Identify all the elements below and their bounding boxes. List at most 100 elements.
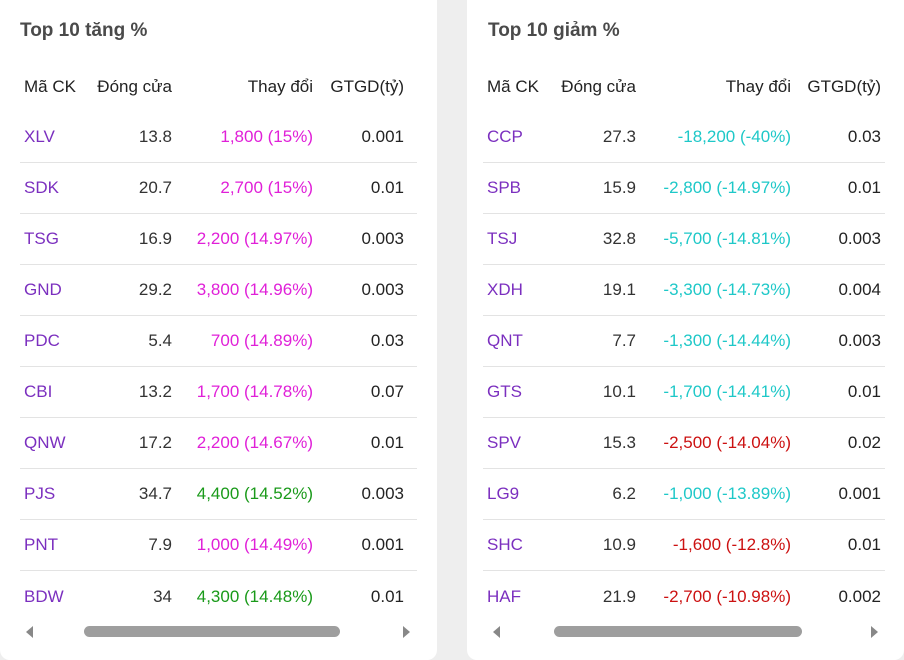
table-row[interactable]: SDK 20.7 2,700 (15%) 0.01 (20, 163, 417, 214)
price-change: -5,700 (-14.81%) (663, 229, 791, 248)
table-body: CCP 27.3 -18,200 (-40%) 0.03 SPB 15.9 -2,800 (… (483, 112, 885, 622)
top-losers-panel: Top 10 giảm % Mã CK Đóng cửa Thay đổi GT… (467, 0, 904, 660)
close-price: 17.2 (138, 433, 172, 452)
symbol-link[interactable]: TSG (24, 229, 59, 248)
price-change: 1,700 (14.78%) (196, 382, 313, 401)
table-header: Mã CK Đóng cửa Thay đổi GTGD(tỷ) (20, 62, 417, 112)
table-row[interactable]: TSJ 32.8 -5,700 (-14.81%) 0.003 (483, 214, 885, 265)
symbol-link[interactable]: TSJ (487, 229, 518, 248)
symbol-link[interactable]: HAF (487, 586, 521, 606)
header-change[interactable]: Thay đổi (247, 77, 313, 96)
trade-value: 0.002 (838, 586, 881, 606)
table-row[interactable]: PJS 34.7 4,400 (14.52%) 0.003 (20, 469, 417, 520)
scroll-left-arrow-icon[interactable] (26, 626, 33, 638)
price-change: -1,600 (-12.8%) (672, 535, 791, 554)
close-price: 15.9 (602, 178, 636, 197)
scroll-right-arrow-icon[interactable] (403, 626, 410, 638)
table-row[interactable]: CBI 13.2 1,700 (14.78%) 0.07 (20, 367, 417, 418)
trade-value: 0.01 (370, 586, 404, 606)
close-price: 10.9 (602, 535, 636, 554)
price-change: 4,400 (14.52%) (196, 484, 313, 503)
symbol-link[interactable]: SHC (487, 535, 523, 554)
price-change: -1,700 (-14.41%) (663, 382, 791, 401)
table-row[interactable]: CCP 27.3 -18,200 (-40%) 0.03 (483, 112, 885, 163)
losers-table: Mã CK Đóng cửa Thay đổi GTGD(tỷ) CCP 27.3… (483, 62, 885, 622)
trade-value: 0.004 (838, 280, 881, 299)
close-price: 7.9 (148, 535, 172, 554)
horizontal-scrollbar[interactable] (487, 622, 884, 642)
panel-title: Top 10 giảm % (488, 20, 620, 41)
close-price: 7.7 (612, 331, 636, 350)
symbol-link[interactable]: XDH (487, 280, 523, 299)
table-row[interactable]: GND 29.2 3,800 (14.96%) 0.003 (20, 265, 417, 316)
table-row[interactable]: XLV 13.8 1,800 (15%) 0.001 (20, 112, 417, 163)
price-change: -2,800 (-14.97%) (663, 178, 791, 197)
symbol-link[interactable]: QNW (24, 433, 66, 452)
header-change[interactable]: Thay đổi (725, 77, 791, 96)
symbol-link[interactable]: GND (24, 280, 62, 299)
table-row[interactable]: GTS 10.1 -1,700 (-14.41%) 0.01 (483, 367, 885, 418)
header-symbol[interactable]: Mã CK (487, 77, 539, 96)
top-gainers-panel: Top 10 tăng % Mã CK Đóng cửa Thay đổi GT… (0, 0, 437, 660)
table-row[interactable]: PDC 5.4 700 (14.89%) 0.03 (20, 316, 417, 367)
symbol-link[interactable]: QNT (487, 331, 523, 350)
symbol-link[interactable]: PNT (24, 535, 58, 554)
close-price: 29.2 (138, 280, 172, 299)
close-price: 13.8 (138, 127, 172, 146)
scrollbar-thumb[interactable] (554, 626, 802, 637)
table-row[interactable]: PNT 7.9 1,000 (14.49%) 0.001 (20, 520, 417, 571)
table-row[interactable]: SHC 10.9 -1,600 (-12.8%) 0.01 (483, 520, 885, 571)
table-row[interactable]: XDH 19.1 -3,300 (-14.73%) 0.004 (483, 265, 885, 316)
trade-value: 0.003 (838, 229, 881, 248)
price-change: -3,300 (-14.73%) (663, 280, 791, 299)
header-close[interactable]: Đóng cửa (561, 77, 636, 96)
scroll-right-arrow-icon[interactable] (871, 626, 878, 638)
trade-value: 0.003 (838, 331, 881, 350)
trade-value: 0.001 (361, 535, 404, 554)
price-change: -18,200 (-40%) (677, 127, 791, 146)
close-price: 10.1 (602, 382, 636, 401)
table-row[interactable]: LG9 6.2 -1,000 (-13.89%) 0.001 (483, 469, 885, 520)
header-symbol[interactable]: Mã CK (24, 77, 76, 96)
scroll-left-arrow-icon[interactable] (493, 626, 500, 638)
price-change: -1,000 (-13.89%) (663, 484, 791, 503)
trade-value: 0.03 (847, 127, 881, 146)
table-row[interactable]: TSG 16.9 2,200 (14.97%) 0.003 (20, 214, 417, 265)
symbol-link[interactable]: LG9 (487, 484, 520, 503)
header-value[interactable]: GTGD(tỷ) (330, 77, 404, 96)
trade-value: 0.03 (370, 331, 404, 350)
symbol-link[interactable]: GTS (487, 382, 522, 401)
trade-value: 0.01 (847, 535, 881, 554)
close-price: 20.7 (138, 178, 172, 197)
table-row[interactable]: SPV 15.3 -2,500 (-14.04%) 0.02 (483, 418, 885, 469)
trade-value: 0.01 (847, 178, 881, 197)
close-price: 15.3 (602, 433, 636, 452)
header-close[interactable]: Đóng cửa (97, 77, 172, 96)
header-value[interactable]: GTGD(tỷ) (807, 77, 881, 96)
symbol-link[interactable]: PDC (24, 331, 60, 350)
table-row[interactable]: BDW 34 4,300 (14.48%) 0.01 (20, 571, 417, 622)
table-row[interactable]: QNT 7.7 -1,300 (-14.44%) 0.003 (483, 316, 885, 367)
symbol-link[interactable]: SPB (487, 178, 522, 197)
trade-value: 0.001 (361, 127, 404, 146)
symbol-link[interactable]: CCP (487, 127, 523, 146)
symbol-link[interactable]: XLV (24, 127, 55, 146)
scrollbar-thumb[interactable] (84, 626, 340, 637)
symbol-link[interactable]: CBI (24, 382, 53, 401)
symbol-link[interactable]: BDW (24, 586, 64, 606)
table-row[interactable]: HAF 21.9 -2,700 (-10.98%) 0.002 (483, 571, 885, 622)
trade-value: 0.02 (847, 433, 881, 452)
table-body: XLV 13.8 1,800 (15%) 0.001 SDK 20.7 2,700 (15%… (20, 112, 417, 622)
close-price: 19.1 (602, 280, 636, 299)
price-change: 1,000 (14.49%) (196, 535, 313, 554)
symbol-link[interactable]: PJS (24, 484, 56, 503)
table-row[interactable]: QNW 17.2 2,200 (14.67%) 0.01 (20, 418, 417, 469)
table-row[interactable]: SPB 15.9 -2,800 (-14.97%) 0.01 (483, 163, 885, 214)
trade-value: 0.01 (847, 382, 881, 401)
close-price: 32.8 (602, 229, 636, 248)
close-price: 21.9 (602, 586, 636, 606)
symbol-link[interactable]: SPV (487, 433, 522, 452)
price-change: 700 (14.89%) (210, 331, 313, 350)
horizontal-scrollbar[interactable] (20, 622, 416, 642)
symbol-link[interactable]: SDK (24, 178, 59, 197)
